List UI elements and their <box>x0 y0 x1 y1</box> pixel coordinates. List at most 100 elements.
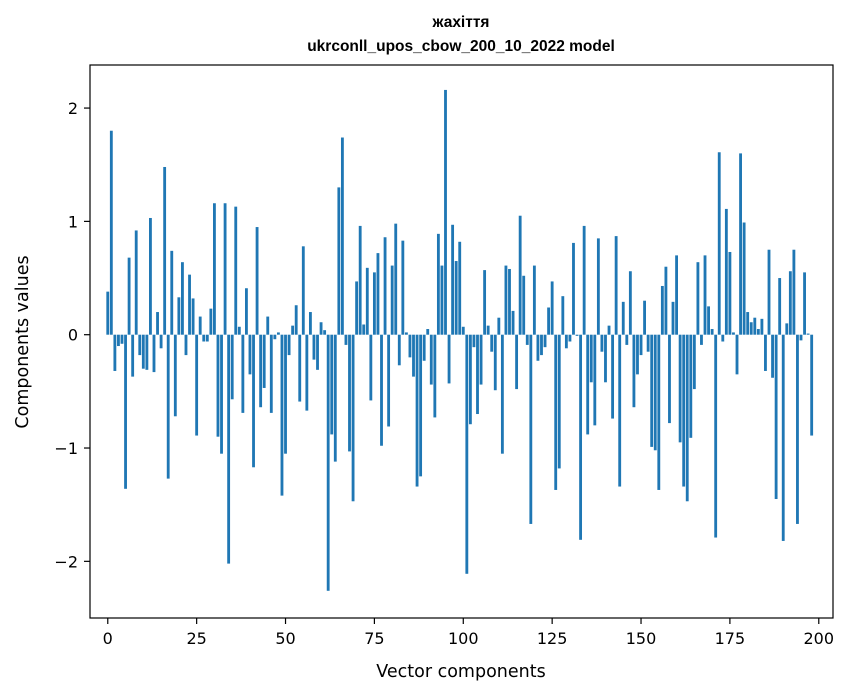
bar <box>394 223 398 335</box>
bar <box>149 217 152 335</box>
bar <box>156 312 159 335</box>
bar <box>543 334 547 348</box>
bar <box>671 301 675 335</box>
bar <box>390 265 394 335</box>
bar <box>636 334 639 375</box>
bar <box>426 329 430 335</box>
bar <box>227 334 231 564</box>
bar <box>767 249 771 335</box>
bar <box>266 316 270 335</box>
bar <box>216 334 220 437</box>
bar <box>643 300 646 335</box>
bar <box>760 318 764 335</box>
x-tick-label: 50 <box>275 629 295 648</box>
bar <box>202 334 206 342</box>
bar <box>333 334 337 462</box>
bar <box>173 334 177 417</box>
y-tick-label: 2 <box>68 99 78 118</box>
bar <box>646 334 650 352</box>
y-tick-label: −2 <box>54 552 78 571</box>
bar <box>376 253 380 335</box>
bar <box>344 334 348 345</box>
bar <box>696 262 700 335</box>
chart-title: жахіття <box>432 14 490 31</box>
x-tick-label: 25 <box>186 629 206 648</box>
bar <box>205 334 209 342</box>
bar <box>262 334 266 388</box>
bar <box>454 261 458 335</box>
bar <box>415 334 419 487</box>
bar <box>540 334 543 356</box>
x-tick-label: 175 <box>715 629 746 648</box>
bar <box>355 281 359 335</box>
bar <box>365 267 369 335</box>
bar <box>792 249 796 335</box>
bar <box>440 265 444 335</box>
bar <box>472 334 476 348</box>
bar <box>714 334 718 538</box>
plot-frame <box>89 64 834 619</box>
bar <box>230 334 234 400</box>
bar <box>532 265 536 335</box>
bar <box>778 278 782 335</box>
bar <box>241 334 245 413</box>
bar <box>429 334 433 385</box>
x-tick-label: 0 <box>103 629 113 648</box>
bar <box>362 324 366 335</box>
x-axis-label: Vector components <box>376 662 545 682</box>
bar <box>618 334 622 487</box>
bar <box>771 334 774 378</box>
bar <box>351 334 355 502</box>
bar <box>557 334 561 469</box>
bar <box>508 268 511 335</box>
bar <box>589 334 593 383</box>
bar <box>692 334 696 390</box>
bar <box>447 334 451 384</box>
bar <box>326 334 330 591</box>
bar <box>614 236 618 335</box>
bar <box>803 272 806 335</box>
bar <box>188 274 191 335</box>
bar <box>330 334 334 435</box>
bar <box>152 334 156 373</box>
bar <box>408 334 412 358</box>
bar <box>721 334 725 342</box>
bar <box>685 334 689 502</box>
bar <box>412 334 415 377</box>
bar <box>145 334 149 370</box>
x-tick-label: 125 <box>537 629 568 648</box>
bar <box>319 322 323 335</box>
bar <box>369 334 373 401</box>
y-axis-ticks: −2 −1 0 1 2 <box>54 99 90 571</box>
bar <box>739 153 742 335</box>
bar <box>572 242 575 335</box>
bar <box>113 334 117 371</box>
bar <box>337 187 341 335</box>
y-tick-label: 1 <box>68 212 78 231</box>
bar <box>404 332 408 335</box>
bar <box>479 334 483 385</box>
y-tick-label: 0 <box>68 326 78 345</box>
bars-group <box>106 89 814 591</box>
bar <box>273 334 277 340</box>
bar <box>461 326 465 335</box>
bar <box>728 251 732 335</box>
bar <box>465 334 469 574</box>
bar <box>639 334 643 356</box>
bar <box>796 334 799 524</box>
bar <box>451 224 455 335</box>
x-tick-label: 200 <box>804 629 835 648</box>
bar <box>660 285 664 335</box>
bar <box>131 334 135 377</box>
bar <box>579 334 583 540</box>
bar <box>575 334 579 336</box>
bar <box>678 334 682 443</box>
bar <box>163 166 167 335</box>
bar <box>291 325 295 335</box>
bar <box>223 203 227 335</box>
bar <box>195 334 199 436</box>
bar <box>703 255 707 335</box>
bar <box>109 130 113 335</box>
bar <box>582 225 586 335</box>
